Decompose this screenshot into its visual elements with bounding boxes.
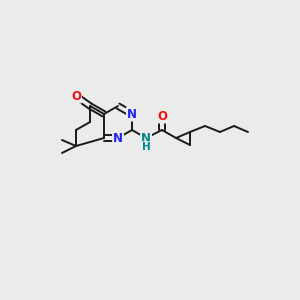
Text: O: O	[157, 110, 167, 122]
Text: H: H	[142, 142, 150, 152]
Text: N: N	[113, 131, 123, 145]
Text: N: N	[141, 131, 151, 145]
Text: O: O	[71, 89, 81, 103]
Text: N: N	[127, 107, 137, 121]
